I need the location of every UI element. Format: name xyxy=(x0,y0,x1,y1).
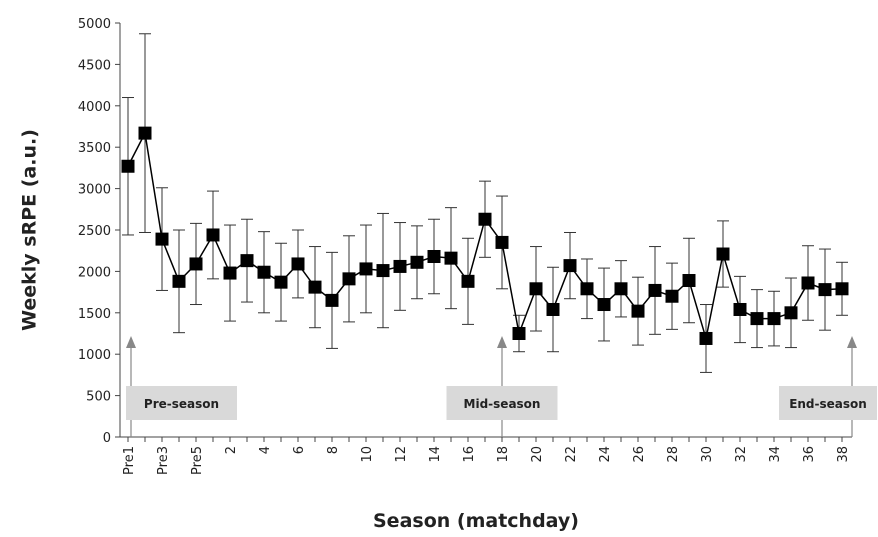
annotation-label: Pre-season xyxy=(144,397,219,411)
x-axis-title: Season (matchday) xyxy=(373,510,579,532)
point xyxy=(767,312,781,326)
y-tick-label: 3000 xyxy=(78,183,111,198)
point xyxy=(172,274,186,288)
x-tick-label: 26 xyxy=(632,446,647,463)
point xyxy=(342,272,356,286)
point xyxy=(240,254,254,268)
annotation-arrowhead xyxy=(126,336,136,348)
point xyxy=(682,274,696,288)
point xyxy=(580,282,594,296)
x-tick-label: Pre5 xyxy=(190,446,205,475)
x-tick-label: 8 xyxy=(326,446,341,454)
x-tick-label: Pre1 xyxy=(122,446,137,475)
x-tick-label: 14 xyxy=(428,446,443,463)
point xyxy=(376,264,390,278)
y-axis-title: Weekly sRPE (a.u.) xyxy=(19,129,41,331)
y-tick-label: 2000 xyxy=(78,265,111,280)
point xyxy=(461,274,475,288)
point xyxy=(614,282,628,296)
y-tick-label: 0 xyxy=(103,431,111,446)
x-tick-label: 34 xyxy=(768,446,783,463)
point xyxy=(546,302,560,316)
annotation-arrowhead xyxy=(497,336,507,348)
point xyxy=(512,327,526,340)
x-tick-label: 10 xyxy=(360,446,375,463)
annotation-label: Mid-season xyxy=(464,397,541,411)
y-tick-label: 1000 xyxy=(78,348,111,363)
point xyxy=(393,259,407,273)
point xyxy=(291,257,305,271)
x-tick-label: 22 xyxy=(564,446,579,463)
annotation-box xyxy=(126,386,237,420)
y-tick-label: 5000 xyxy=(78,17,111,32)
y-tick-label: 2500 xyxy=(78,224,111,239)
x-tick-label: Pre3 xyxy=(156,446,171,475)
point xyxy=(597,298,611,312)
point xyxy=(716,247,730,261)
point xyxy=(325,293,339,307)
point xyxy=(257,265,271,279)
point xyxy=(529,282,543,296)
point xyxy=(563,259,577,273)
y-tick-label: 4500 xyxy=(78,58,111,73)
point xyxy=(138,126,152,140)
x-tick-label: 32 xyxy=(734,446,749,463)
point xyxy=(733,302,747,316)
point xyxy=(359,262,373,276)
point xyxy=(699,331,713,345)
point xyxy=(801,276,815,290)
annotation-label: End-season xyxy=(789,397,867,411)
point xyxy=(478,212,492,226)
x-tick-label: 20 xyxy=(530,446,545,463)
point xyxy=(410,255,424,269)
point xyxy=(308,280,322,294)
annotation-box xyxy=(446,386,558,420)
point xyxy=(121,159,135,173)
x-tick-label: 4 xyxy=(258,446,273,454)
point xyxy=(495,235,509,249)
x-tick-label: 16 xyxy=(462,446,477,463)
y-tick-label: 3500 xyxy=(78,141,111,156)
x-tick-label: 36 xyxy=(802,446,817,463)
y-tick-label: 500 xyxy=(86,390,111,405)
point xyxy=(648,283,662,297)
point xyxy=(631,304,645,318)
point xyxy=(206,228,220,242)
point xyxy=(818,283,832,297)
x-tick-label: 28 xyxy=(666,446,681,463)
x-tick-label: 2 xyxy=(224,446,239,454)
annotation-arrowhead xyxy=(847,336,857,348)
x-tick-label: 30 xyxy=(700,446,715,463)
point xyxy=(750,312,764,326)
x-tick-label: 18 xyxy=(496,446,511,463)
point xyxy=(223,266,237,280)
x-tick-label: 38 xyxy=(836,446,851,463)
point xyxy=(427,249,441,263)
point xyxy=(444,251,458,265)
point xyxy=(835,282,849,296)
x-tick-label: 6 xyxy=(292,446,307,454)
point xyxy=(274,275,288,289)
point xyxy=(784,306,798,320)
point xyxy=(155,232,169,246)
x-tick-label: 12 xyxy=(394,446,409,463)
point xyxy=(665,289,679,303)
point xyxy=(189,257,203,271)
annotation-box xyxy=(779,386,877,420)
y-tick-label: 4000 xyxy=(78,100,111,115)
y-tick-label: 1500 xyxy=(78,307,111,322)
x-tick-label: 24 xyxy=(598,446,613,463)
